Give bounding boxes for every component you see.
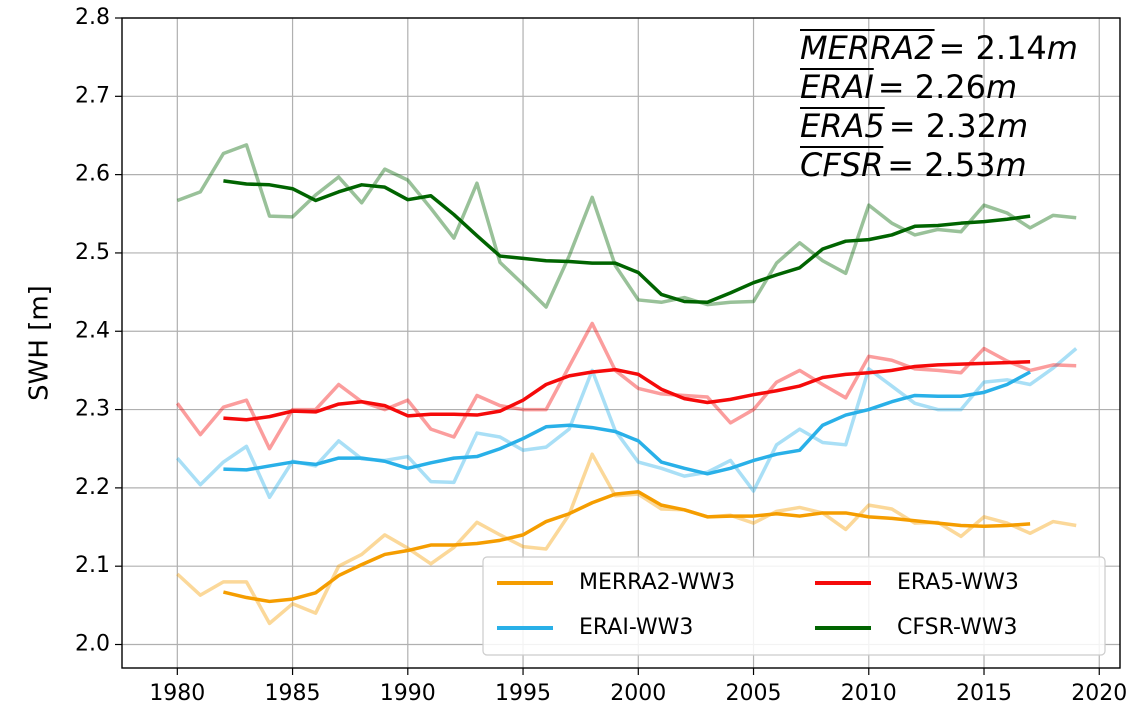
annotation-text: = 2.32 xyxy=(889,107,997,145)
annotation-unit: m xyxy=(996,146,1027,184)
annotation: ERA5 = 2.32 m xyxy=(800,107,1028,145)
y-tick-label: 2.0 xyxy=(75,632,110,657)
annotation-name: MERRA2 xyxy=(800,29,935,67)
raw-line xyxy=(175,321,1077,451)
annotation-unit: m xyxy=(986,68,1017,106)
y-tick-label: 2.1 xyxy=(75,553,110,578)
y-axis-label: SWH [m] xyxy=(25,285,55,401)
x-tick-label: 2015 xyxy=(956,681,1012,706)
annotation-text: = 2.26 xyxy=(878,68,986,106)
legend-label: MERRA2-WW3 xyxy=(579,570,735,595)
annotation: CFSR = 2.53 m xyxy=(800,146,1027,184)
y-tick-label: 2.6 xyxy=(75,162,110,187)
y-tick-label: 2.2 xyxy=(75,475,110,500)
annotation: MERRA2 = 2.14 m xyxy=(800,29,1078,67)
legend-box xyxy=(482,556,1106,656)
legend-label: ERA5-WW3 xyxy=(897,570,1019,595)
annotation-unit: m xyxy=(997,107,1028,145)
y-tick-label: 2.4 xyxy=(75,318,110,343)
x-tick-label: 2000 xyxy=(610,681,666,706)
raw-line xyxy=(175,347,1078,500)
y-tick-label: 2.3 xyxy=(75,397,110,422)
annotation-text: = 2.14 xyxy=(939,29,1047,67)
x-tick-label: 1985 xyxy=(265,681,321,706)
raw-line xyxy=(176,143,1077,309)
annotation: ERAI = 2.26 m xyxy=(800,68,1017,106)
y-tick-label: 2.5 xyxy=(75,240,110,265)
x-tick-label: 1995 xyxy=(495,681,551,706)
smoothed-line xyxy=(223,370,1031,476)
plot-frame xyxy=(121,17,1121,669)
annotation-name: ERA5 xyxy=(800,107,885,145)
legend-label: ERAI-WW3 xyxy=(579,615,693,640)
smoothed-line xyxy=(223,490,1031,604)
smoothed-line xyxy=(223,360,1031,422)
annotation-name: ERAI xyxy=(800,68,874,106)
x-tick-label: 2020 xyxy=(1071,681,1127,706)
x-tick-label: 2010 xyxy=(841,681,897,706)
smoothed-line xyxy=(223,179,1031,305)
annotation-name: CFSR xyxy=(800,146,883,184)
y-tick-label: 2.8 xyxy=(75,5,110,30)
x-tick-label: 1980 xyxy=(149,681,205,706)
x-tick-label: 1990 xyxy=(380,681,436,706)
annotation-unit: m xyxy=(1047,29,1078,67)
x-tick-label: 2005 xyxy=(726,681,782,706)
legend-label: CFSR-WW3 xyxy=(897,615,1018,640)
y-tick-label: 2.7 xyxy=(75,83,110,108)
annotation-text: = 2.53 xyxy=(887,146,995,184)
